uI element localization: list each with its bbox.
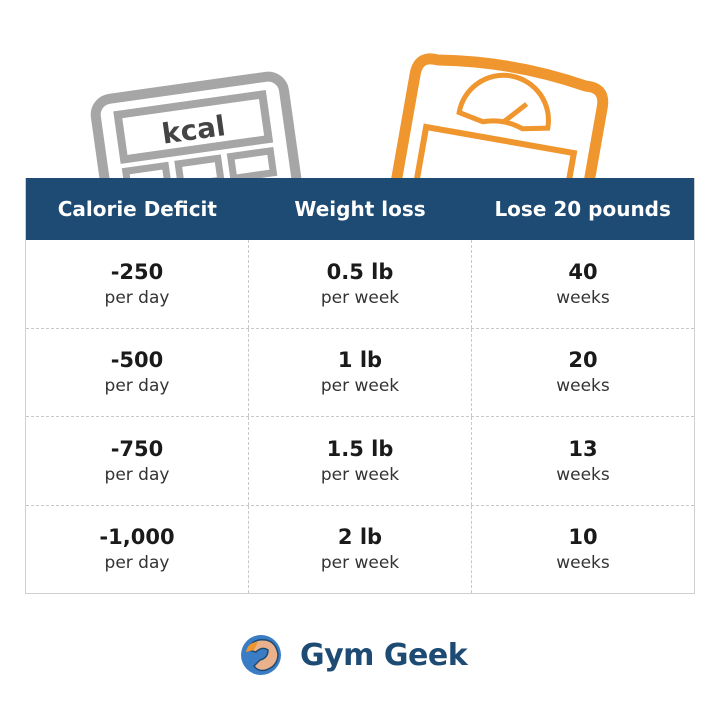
cell-weeks: 10 weeks (471, 505, 694, 593)
cell-unit: per day (104, 464, 170, 485)
table-header: Calorie Deficit Weight loss Lose 20 poun… (26, 178, 694, 240)
cell-weight-loss: 1.5 lb per week (248, 417, 471, 505)
cell-unit: weeks (556, 464, 610, 485)
cell-unit: per week (320, 287, 400, 308)
table-row: -250 per day 0.5 lb per week 40 weeks (26, 240, 694, 328)
header-calorie-deficit: Calorie Deficit (57, 197, 217, 221)
cell-unit: per day (104, 376, 170, 397)
cell-weeks: 40 weeks (471, 240, 694, 328)
scale-icon (390, 53, 609, 190)
cell-weeks: 13 weeks (471, 417, 694, 505)
cell-unit: per day (104, 287, 170, 308)
cell-weight-loss: 2 lb per week (248, 505, 471, 593)
cell-calorie-deficit: -750 per day (26, 417, 248, 505)
cell-value: 20 (568, 348, 598, 373)
cell-value: -750 (110, 436, 164, 461)
table-row: -1,000 per day 2 lb per week 10 weeks (26, 504, 694, 594)
cell-calorie-deficit: -500 per day (26, 329, 248, 417)
cell-value: 1 lb (337, 348, 383, 373)
cell-weight-loss: 0.5 lb per week (248, 240, 471, 328)
cell-value: 13 (568, 436, 598, 461)
cell-unit: per week (320, 553, 400, 574)
cell-weeks: 20 weeks (471, 328, 694, 416)
cell-unit: weeks (556, 376, 610, 397)
cell-value: -500 (110, 348, 164, 373)
cell-unit: weeks (556, 553, 610, 574)
cell-value: 2 lb (337, 525, 383, 550)
cell-value: 40 (568, 259, 598, 284)
cell-unit: per day (104, 553, 170, 574)
cell-value: 1.5 lb (326, 436, 394, 461)
flexed-arm-globe-icon (241, 635, 281, 675)
table-row: -500 per day 1 lb per week 20 weeks (26, 327, 694, 417)
brand-name: Gym Geek (300, 637, 468, 673)
calorie-deficit-table: Calorie Deficit Weight loss Lose 20 poun… (25, 178, 695, 594)
brand-logo: Gym Geek (238, 632, 468, 678)
calculator-icon: kcal (90, 71, 305, 190)
cell-value: 10 (568, 525, 598, 550)
illustration: kcal (90, 53, 609, 190)
cell-calorie-deficit: -1,000 per day (26, 506, 248, 594)
cell-unit: weeks (556, 287, 610, 308)
header-lose-20-pounds: Lose 20 pounds (494, 197, 671, 221)
cell-weight-loss: 1 lb per week (248, 328, 471, 416)
cell-unit: per week (320, 376, 400, 397)
cell-unit: per week (320, 464, 400, 485)
cell-value: -250 (110, 259, 164, 284)
header-weight-loss: Weight loss (294, 197, 426, 221)
cell-value: -1,000 (99, 525, 175, 550)
cell-value: 0.5 lb (326, 259, 394, 284)
cell-calorie-deficit: -250 per day (26, 240, 248, 328)
table-row: -750 per day 1.5 lb per week 13 weeks (26, 416, 694, 505)
